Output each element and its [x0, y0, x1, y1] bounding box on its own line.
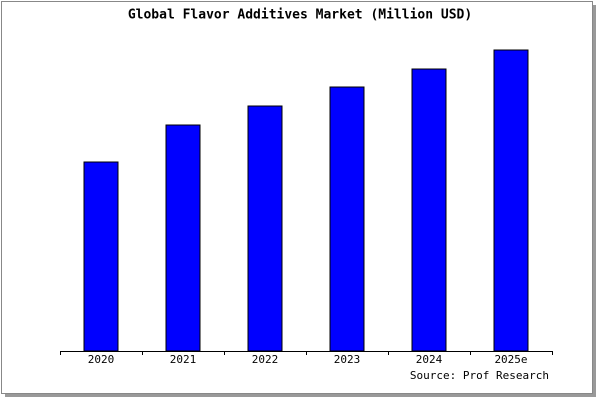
x-tick-label: 2023: [334, 353, 361, 366]
chart-title: Global Flavor Additives Market (Million …: [128, 8, 472, 23]
bar: [83, 161, 119, 352]
bar: [329, 86, 365, 352]
plot-area: [60, 48, 552, 351]
x-tick-label: 2022: [252, 353, 279, 366]
source-note: Source: Prof Research: [410, 369, 549, 382]
bar: [411, 68, 447, 352]
x-tick-label: 2020: [88, 353, 115, 366]
x-tick-label: 2024: [416, 353, 443, 366]
bar: [493, 49, 529, 352]
bar: [165, 124, 201, 352]
x-tick-label: 2025e: [494, 353, 527, 366]
x-tick-label: 2021: [170, 353, 197, 366]
bar: [247, 105, 283, 352]
